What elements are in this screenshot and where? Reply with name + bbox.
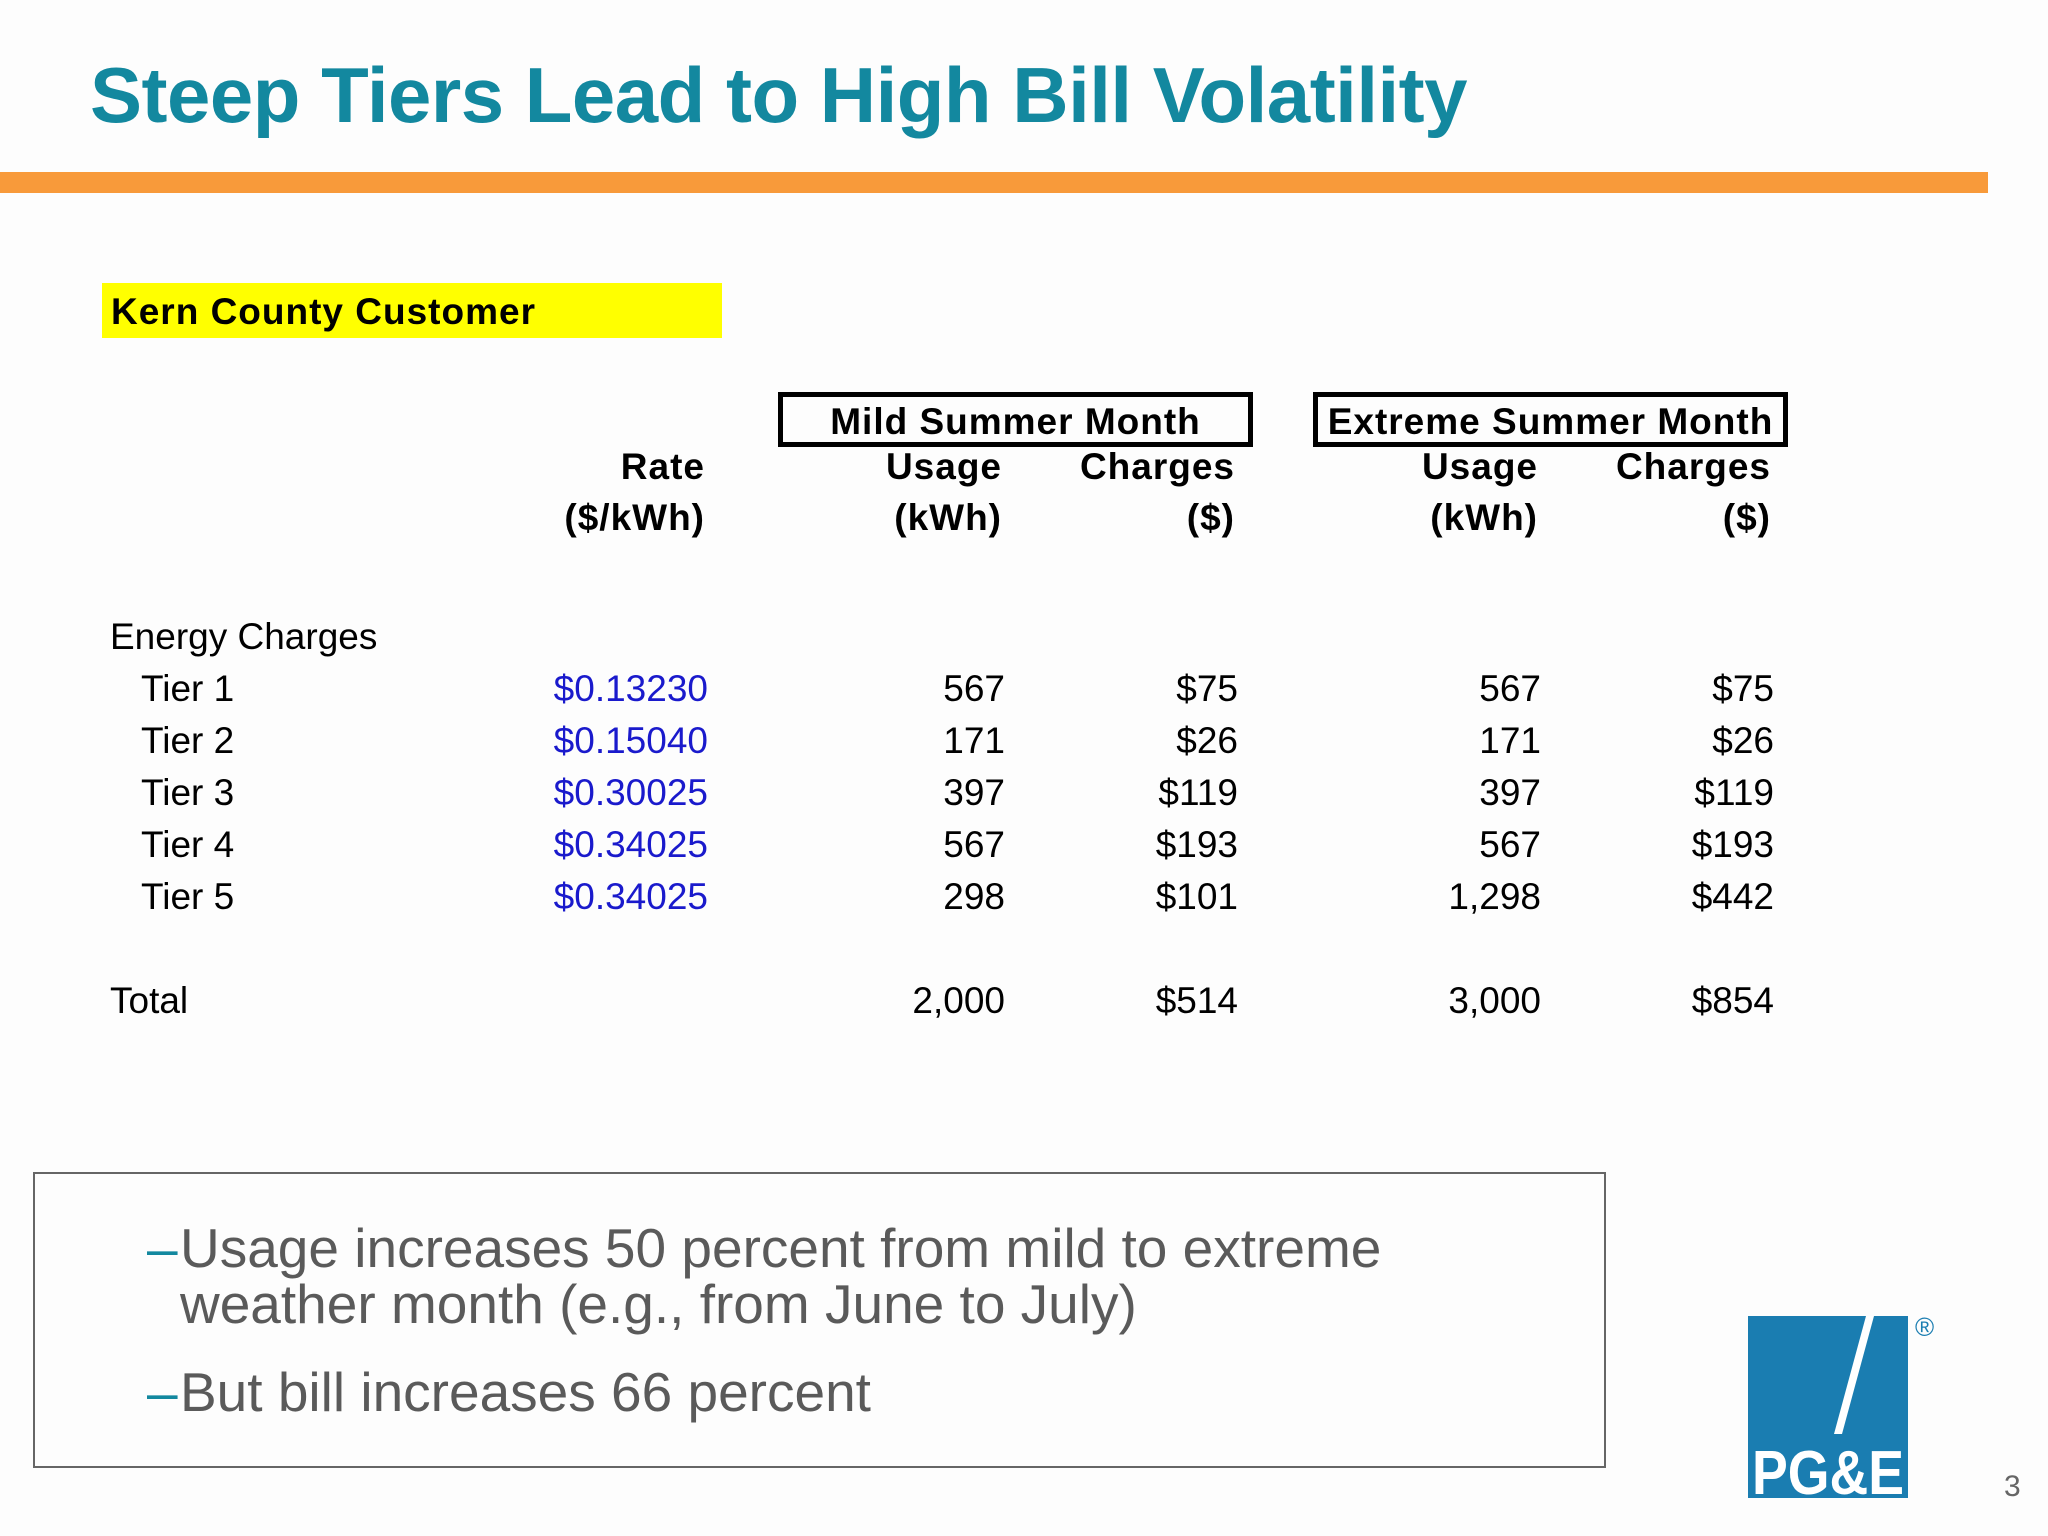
mild-charges-cell: $119: [1158, 772, 1238, 814]
bullet-1-line-2: weather month (e.g., from June to July): [180, 1276, 1137, 1332]
extreme-usage-cell: 567: [1479, 824, 1541, 866]
customer-label: Kern County Customer: [111, 291, 536, 333]
rate-cell: $0.34025: [554, 824, 708, 866]
key-points-box: – Usage increases 50 percent from mild t…: [33, 1172, 1606, 1468]
mild-charges-cell: $75: [1176, 668, 1238, 710]
total-label: Total: [110, 980, 188, 1022]
rate-header: Rate: [621, 446, 705, 488]
mild-charges-unit-header: ($): [1187, 497, 1235, 539]
extreme-usage-total: 3,000: [1448, 980, 1541, 1022]
tier-label: Tier 3: [141, 772, 234, 814]
extreme-usage-header: Usage: [1422, 446, 1538, 488]
rate-cell: $0.30025: [554, 772, 708, 814]
tier-label: Tier 4: [141, 824, 234, 866]
extreme-charges-cell: $26: [1712, 720, 1774, 762]
mild-month-group: Mild Summer Month: [778, 392, 1253, 447]
rate-cell: $0.13230: [554, 668, 708, 710]
bullet-dash: –: [147, 1220, 178, 1276]
mild-usage-cell: 298: [943, 876, 1005, 918]
extreme-month-group: Extreme Summer Month: [1313, 392, 1788, 447]
rate-unit-header: ($/kWh): [564, 497, 705, 539]
energy-charges-label: Energy Charges: [110, 616, 377, 658]
title-divider: [0, 172, 1988, 193]
mild-charges-cell: $193: [1156, 824, 1238, 866]
tier-label: Tier 2: [141, 720, 234, 762]
extreme-charges-total: $854: [1692, 980, 1774, 1022]
extreme-charges-cell: $442: [1692, 876, 1774, 918]
extreme-month-label: Extreme Summer Month: [1318, 401, 1783, 443]
bullet-1-line-1: Usage increases 50 percent from mild to …: [180, 1220, 1381, 1276]
mild-charges-total: $514: [1156, 980, 1238, 1022]
rate-cell: $0.15040: [554, 720, 708, 762]
extreme-charges-cell: $119: [1694, 772, 1774, 814]
mild-charges-header: Charges: [1080, 446, 1235, 488]
mild-charges-cell: $26: [1176, 720, 1238, 762]
slide-title: Steep Tiers Lead to High Bill Volatility: [90, 50, 1467, 141]
extreme-usage-cell: 1,298: [1448, 876, 1541, 918]
extreme-usage-cell: 171: [1479, 720, 1541, 762]
mild-charges-cell: $101: [1156, 876, 1238, 918]
mild-month-label: Mild Summer Month: [783, 401, 1248, 443]
mild-usage-header: Usage: [886, 446, 1002, 488]
bullet-2: But bill increases 66 percent: [180, 1364, 871, 1420]
extreme-usage-cell: 397: [1479, 772, 1541, 814]
extreme-usage-cell: 567: [1479, 668, 1541, 710]
extreme-charges-cell: $75: [1712, 668, 1774, 710]
tier-label: Tier 5: [141, 876, 234, 918]
extreme-charges-cell: $193: [1692, 824, 1774, 866]
registered-mark: ®: [1915, 1312, 1934, 1343]
tier-label: Tier 1: [141, 668, 234, 710]
extreme-usage-unit-header: (kWh): [1430, 497, 1538, 539]
extreme-charges-unit-header: ($): [1723, 497, 1771, 539]
page-number: 3: [2004, 1470, 2021, 1504]
rate-cell: $0.34025: [554, 876, 708, 918]
mild-usage-total: 2,000: [912, 980, 1005, 1022]
mild-usage-cell: 397: [943, 772, 1005, 814]
mild-usage-cell: 171: [943, 720, 1005, 762]
mild-usage-cell: 567: [943, 668, 1005, 710]
extreme-charges-header: Charges: [1616, 446, 1771, 488]
pge-logo: PG&E: [1748, 1316, 1908, 1498]
customer-highlight: Kern County Customer: [102, 283, 722, 338]
logo-text: PG&E: [1752, 1439, 1904, 1498]
bullet-dash: –: [147, 1364, 178, 1420]
mild-usage-unit-header: (kWh): [894, 497, 1002, 539]
mild-usage-cell: 567: [943, 824, 1005, 866]
